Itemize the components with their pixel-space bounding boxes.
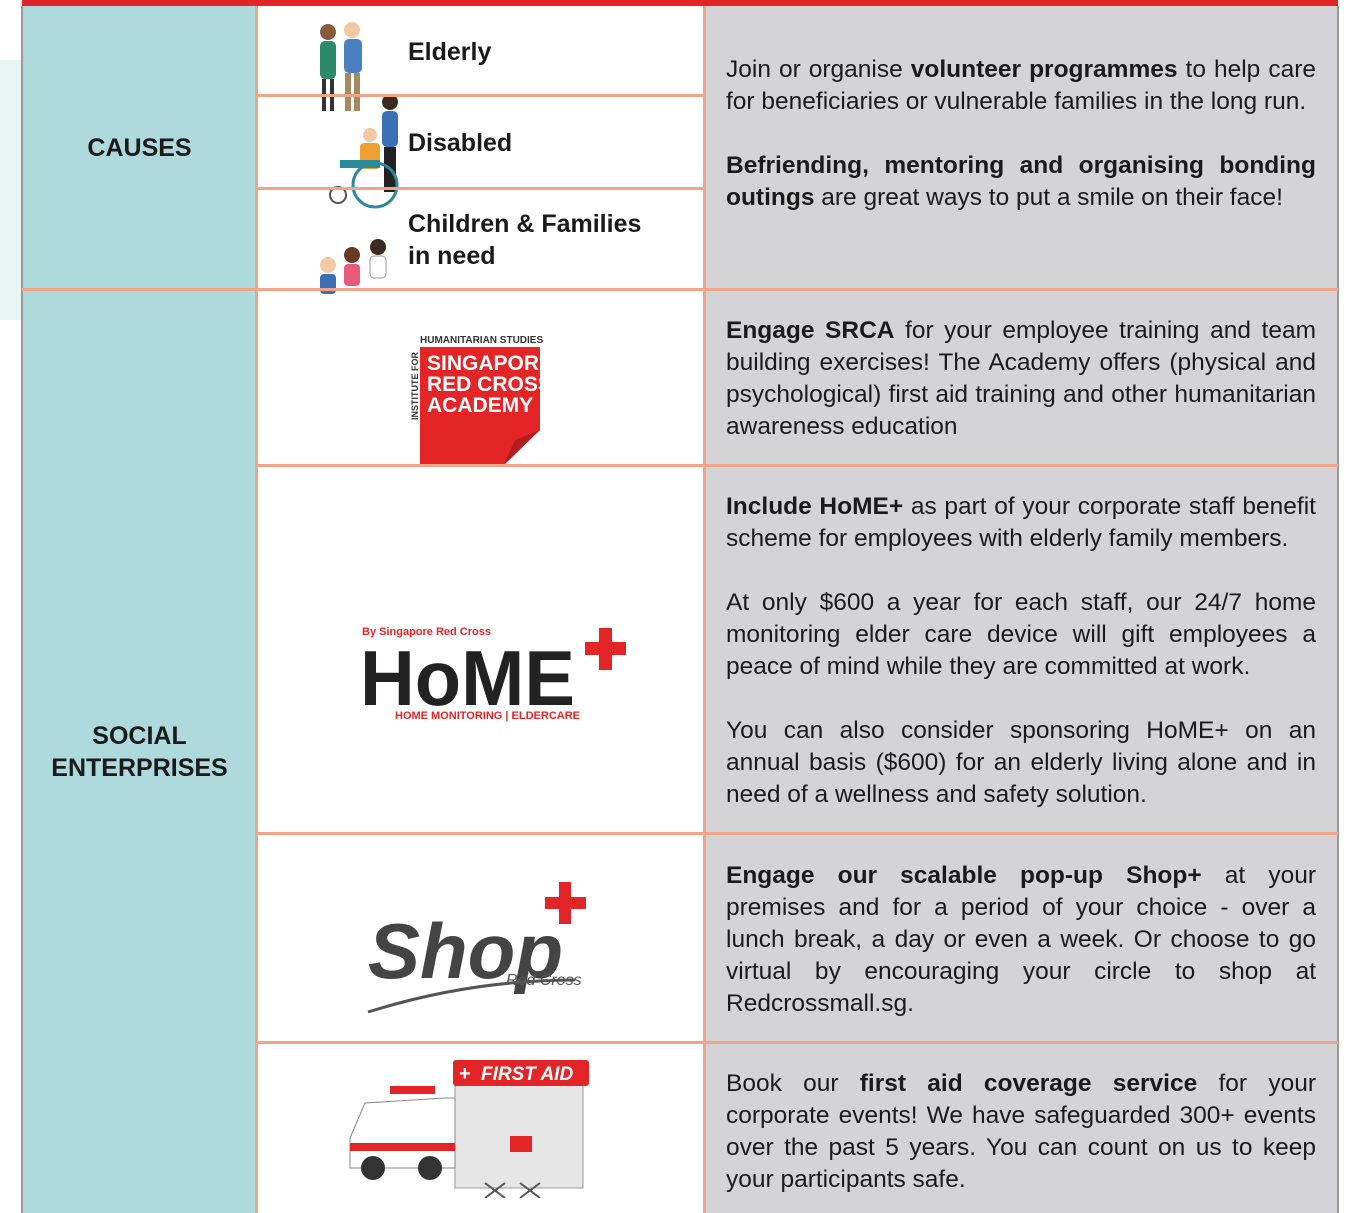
logo-text: SINGAPORE: [427, 352, 545, 375]
description-cell: Engage our scalable pop-up Shop+ at your…: [705, 834, 1338, 1043]
paragraph: Join or organise volunteer programmes to…: [726, 54, 1316, 118]
description-cell: Engage SRCA for your employee training a…: [705, 290, 1338, 466]
text: At only $600 a year for each staff, our …: [726, 589, 1316, 680]
bold-text: first aid coverage service: [859, 1070, 1198, 1097]
border: [257, 464, 1338, 467]
paragraph: Befriending, mentoring and organising bo…: [726, 150, 1316, 214]
bold-text: Include HoME+: [726, 493, 904, 520]
logo-text: HOME MONITORING | ELDERCARE: [395, 710, 580, 722]
text: to help care for beneficiaries or vulner…: [726, 56, 1316, 115]
bold-text: Engage SRCA: [726, 317, 895, 344]
border: [22, 288, 1338, 291]
border: [255, 6, 258, 1213]
text: You can also consider sponsoring HoME+ o…: [726, 717, 1316, 808]
bold-text: Engage our scalable pop-up Shop+: [726, 862, 1202, 889]
logo-text: HoME: [360, 634, 575, 722]
text: as part of your corporate staff benefit …: [726, 493, 1316, 552]
svg-text:+: +: [459, 1063, 471, 1085]
logo-text: By Singapore Red Cross: [362, 626, 491, 638]
bold-text: volunteer programmes: [910, 56, 1178, 83]
label: SOCIAL ENTERPRISES: [51, 721, 228, 782]
text: Join or organise: [726, 56, 911, 83]
first-aid-illustration: FIRST AID +: [349, 1060, 589, 1198]
people-illustrations: [320, 22, 399, 294]
srca-logo: HUMANITARIAN STUDIES INSTITUTE FOR SINGA…: [410, 335, 545, 466]
home-logo: By Singapore Red Cross HoME HOME MONITOR…: [360, 626, 626, 722]
paragraph: Include HoME+ as part of your corporate …: [726, 491, 1316, 555]
text: for your corporate events! We have safeg…: [726, 1070, 1316, 1193]
label: CAUSES: [87, 134, 192, 162]
paragraph: Book our first aid coverage service for …: [726, 1068, 1316, 1196]
logo-text: RED CROSS: [427, 373, 545, 396]
top-bar: [22, 0, 1338, 6]
description-cell: Include HoME+ as part of your corporate …: [705, 466, 1338, 834]
border: [257, 832, 1338, 835]
border: [1337, 6, 1339, 1213]
shop-logo: Shop Red Cross: [367, 882, 586, 1014]
text: are great ways to put a smile on their f…: [814, 184, 1283, 211]
paragraph: Engage our scalable pop-up Shop+ at your…: [726, 860, 1316, 1020]
logo-text: FIRST AID: [481, 1064, 573, 1085]
border: [257, 94, 705, 97]
bg-shape: [0, 60, 22, 320]
social-enterprises-label: SOCIAL ENTERPRISES: [22, 290, 257, 1213]
logo-text: INSTITUTE FOR: [410, 352, 420, 420]
border: [21, 6, 23, 1213]
border: [257, 1041, 1338, 1044]
cause-item: Disabled: [408, 129, 513, 157]
cause-item: Elderly: [408, 38, 492, 66]
logo-text: HUMANITARIAN STUDIES: [420, 335, 543, 346]
paragraph: Engage SRCA for your employee training a…: [726, 315, 1316, 443]
description-cell: Book our first aid coverage service for …: [705, 1043, 1338, 1213]
border: [257, 187, 705, 190]
paragraph: At only $600 a year for each staff, our …: [726, 587, 1316, 683]
logo-text: ACADEMY: [427, 394, 533, 417]
text: for your employee training and team buil…: [726, 317, 1316, 440]
description-cell: Join or organise volunteer programmes to…: [705, 6, 1338, 290]
text: at your premises and for a period of you…: [726, 862, 1316, 1017]
paragraph: You can also consider sponsoring HoME+ o…: [726, 715, 1316, 811]
border: [703, 6, 706, 1213]
causes-label: CAUSES: [22, 6, 257, 290]
text: Book our: [726, 1070, 860, 1097]
bold-text: Befriending, mentoring and organising bo…: [726, 152, 1316, 211]
cause-item: Children & Families in need: [408, 210, 642, 270]
